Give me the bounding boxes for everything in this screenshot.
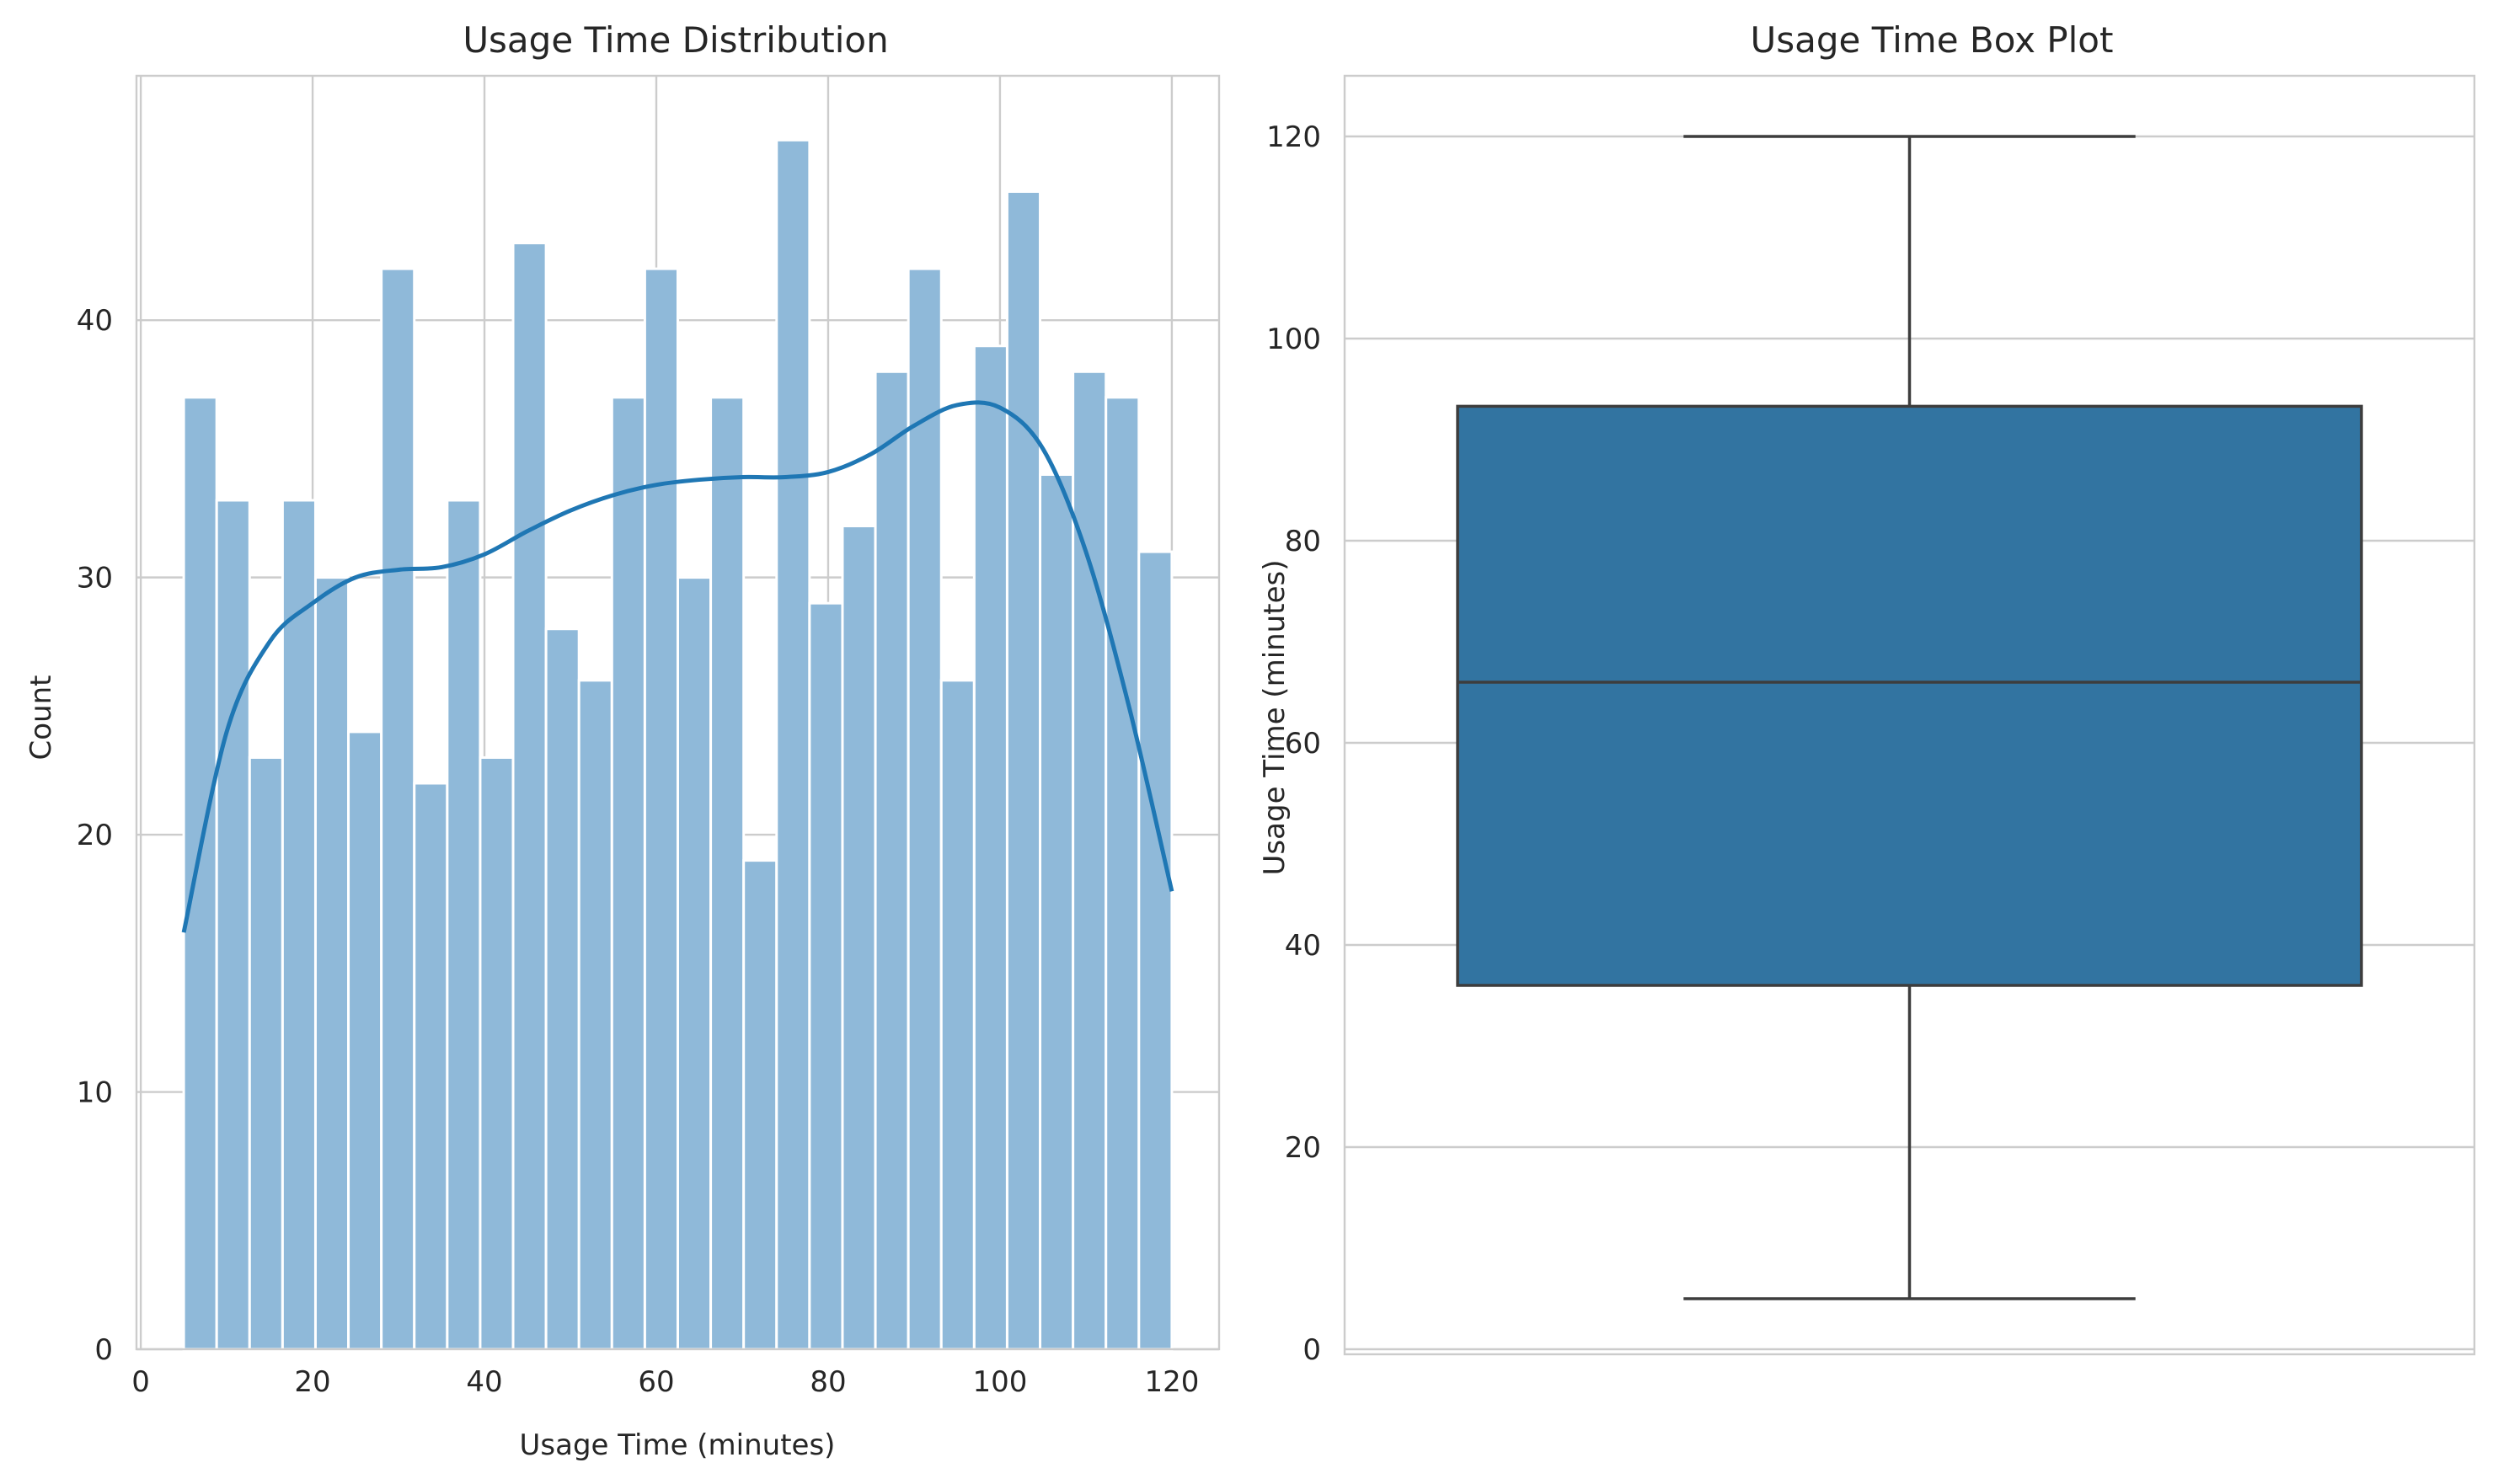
histogram-y-tick-label: 10 [77, 1076, 113, 1110]
histogram-y-ticks: 0 10 20 30 40 [77, 304, 113, 1367]
histogram-x-axis-label: Usage Time (minutes) [520, 1428, 836, 1462]
histogram-bar [808, 601, 844, 1351]
histogram-title: Usage Time Distribution [463, 19, 888, 61]
boxplot-y-tick-label: 60 [1285, 727, 1321, 761]
histogram-bar [939, 679, 976, 1351]
histogram-bar [413, 782, 449, 1351]
boxplot-y-tick-label: 40 [1285, 929, 1321, 963]
histogram-bar [709, 396, 746, 1351]
boxplot-frame [1343, 74, 2476, 1356]
histogram-bar [742, 859, 778, 1351]
boxplot-y-tick-label: 120 [1266, 120, 1321, 154]
histogram-x-tick-label: 80 [810, 1365, 846, 1399]
histogram-y-tick-label: 20 [77, 819, 113, 852]
histogram-bar [479, 755, 515, 1351]
histogram-bar [215, 499, 251, 1351]
histogram-y-tick-label: 30 [77, 562, 113, 595]
histogram-bars [182, 138, 1174, 1351]
histogram-bar [610, 396, 646, 1351]
histogram-frame [135, 74, 1221, 1351]
boxplot-elements [1456, 135, 2363, 1300]
histogram-bar [446, 499, 482, 1351]
boxplot-y-axis-label: Usage Time (minutes) [1258, 560, 1292, 876]
histogram-y-tick-label: 40 [77, 304, 113, 338]
histogram-bar [841, 525, 877, 1351]
kde-curve [181, 400, 1174, 933]
histogram-bar [380, 267, 416, 1351]
histogram-x-tick-label: 120 [1144, 1365, 1199, 1399]
histogram-bar [1005, 190, 1042, 1351]
histogram-panel: Usage Time Distribution 0 20 40 60 80 100 120 … [24, 19, 1221, 1462]
histogram-x-tick-label: 60 [638, 1365, 674, 1399]
histogram-bar [511, 242, 548, 1351]
histogram-bar [907, 267, 943, 1351]
boxplot-panel: Usage Time Box Plot 0 20 40 60 80 100 120 Usag… [1258, 19, 2476, 1367]
boxplot-y-ticks: 0 20 40 60 80 100 120 [1266, 120, 1321, 1367]
histogram-x-tick-label: 100 [972, 1365, 1027, 1399]
histogram-bar [677, 576, 713, 1351]
histogram-bar [248, 755, 284, 1351]
iqr-box [1456, 404, 2363, 987]
histogram-bar [281, 499, 317, 1351]
histogram-bar [577, 679, 613, 1351]
histogram-bar [1137, 550, 1174, 1351]
histogram-bar [544, 627, 580, 1351]
histogram-bar [972, 344, 1008, 1351]
histogram-bar [775, 138, 811, 1351]
boxplot-y-tick-label: 80 [1285, 525, 1321, 558]
boxplot-y-tick-label: 0 [1302, 1333, 1321, 1367]
histogram-bar [643, 267, 679, 1351]
histogram-x-tick-label: 0 [131, 1365, 150, 1399]
boxplot-y-tick-label: 100 [1266, 323, 1321, 356]
histogram-y-axis-label: Count [24, 675, 58, 761]
boxplot-title: Usage Time Box Plot [1751, 19, 2114, 61]
histogram-bar [313, 576, 350, 1351]
histogram-bar [347, 730, 383, 1351]
histogram-bar [874, 370, 910, 1351]
histogram-y-tick-label: 0 [94, 1333, 113, 1367]
histogram-x-tick-label: 40 [466, 1365, 502, 1399]
boxplot-y-tick-label: 20 [1285, 1131, 1321, 1165]
histogram-x-tick-label: 20 [294, 1365, 330, 1399]
histogram-bar [1039, 472, 1075, 1351]
histogram-bar [1105, 396, 1141, 1351]
histogram-x-ticks: 0 20 40 60 80 100 120 [131, 1365, 1199, 1399]
histogram-bar [182, 396, 218, 1351]
histogram-bar [1072, 370, 1108, 1351]
